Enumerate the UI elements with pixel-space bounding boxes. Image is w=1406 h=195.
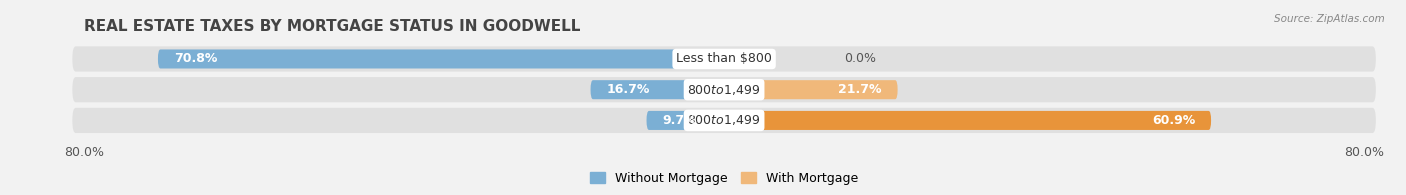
FancyBboxPatch shape — [724, 80, 897, 99]
Text: 0.0%: 0.0% — [844, 52, 876, 66]
FancyBboxPatch shape — [72, 77, 1376, 102]
Text: 21.7%: 21.7% — [838, 83, 882, 96]
FancyBboxPatch shape — [72, 46, 1376, 72]
Text: 60.9%: 60.9% — [1152, 114, 1195, 127]
FancyBboxPatch shape — [157, 50, 724, 68]
Text: $800 to $1,499: $800 to $1,499 — [688, 83, 761, 97]
Legend: Without Mortgage, With Mortgage: Without Mortgage, With Mortgage — [585, 167, 863, 190]
Text: $800 to $1,499: $800 to $1,499 — [688, 113, 761, 127]
FancyBboxPatch shape — [591, 80, 724, 99]
Text: 16.7%: 16.7% — [606, 83, 650, 96]
Text: 70.8%: 70.8% — [174, 52, 218, 66]
FancyBboxPatch shape — [72, 108, 1376, 133]
Text: Less than $800: Less than $800 — [676, 52, 772, 66]
FancyBboxPatch shape — [647, 111, 724, 130]
Text: Source: ZipAtlas.com: Source: ZipAtlas.com — [1274, 14, 1385, 24]
Text: 9.7%: 9.7% — [662, 114, 697, 127]
Text: REAL ESTATE TAXES BY MORTGAGE STATUS IN GOODWELL: REAL ESTATE TAXES BY MORTGAGE STATUS IN … — [84, 19, 581, 34]
FancyBboxPatch shape — [724, 111, 1211, 130]
